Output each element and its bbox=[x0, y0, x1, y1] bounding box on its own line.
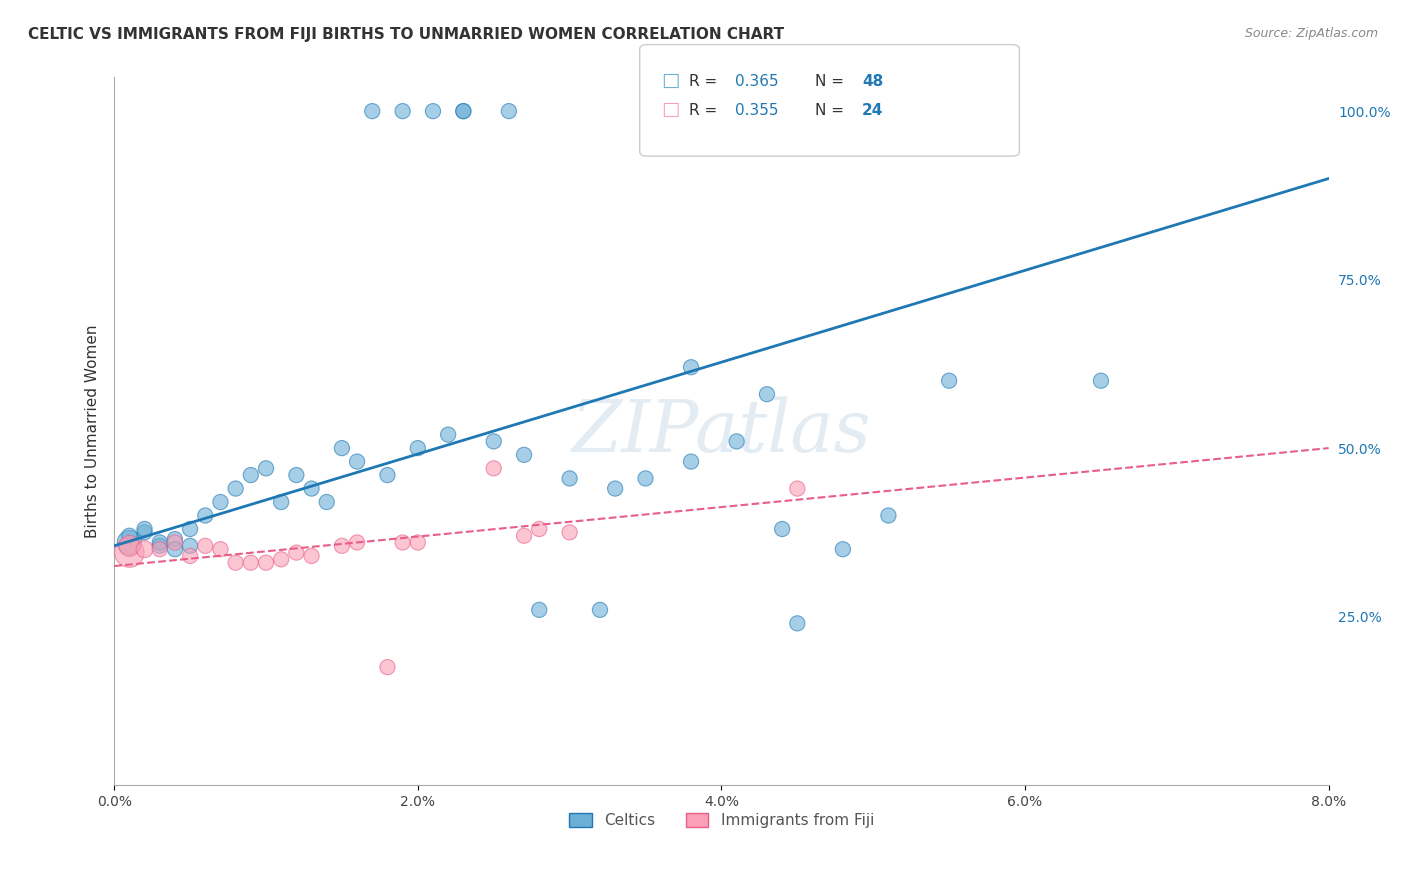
Celtics bbox=[377, 468, 399, 483]
Immigrants from Fiji bbox=[118, 545, 141, 559]
Celtics bbox=[681, 360, 703, 375]
Text: N =: N = bbox=[815, 74, 849, 89]
Celtics bbox=[209, 495, 232, 509]
Immigrants from Fiji bbox=[149, 542, 172, 557]
Immigrants from Fiji bbox=[786, 482, 808, 496]
Celtics bbox=[118, 535, 141, 549]
Immigrants from Fiji bbox=[270, 552, 292, 566]
Immigrants from Fiji bbox=[391, 535, 413, 549]
Text: 24: 24 bbox=[862, 103, 883, 118]
Celtics bbox=[513, 448, 536, 462]
Celtics bbox=[938, 374, 960, 388]
Celtics bbox=[361, 104, 384, 119]
Immigrants from Fiji bbox=[254, 556, 277, 570]
Immigrants from Fiji bbox=[239, 556, 262, 570]
Celtics bbox=[149, 539, 172, 553]
Celtics bbox=[118, 529, 141, 543]
Immigrants from Fiji bbox=[301, 549, 323, 563]
Celtics bbox=[406, 441, 429, 455]
Celtics bbox=[194, 508, 217, 523]
Celtics bbox=[755, 387, 778, 401]
Celtics bbox=[179, 539, 201, 553]
Celtics bbox=[422, 104, 444, 119]
Text: □: □ bbox=[661, 71, 679, 90]
Text: 0.365: 0.365 bbox=[735, 74, 779, 89]
Celtics bbox=[270, 495, 292, 509]
Celtics bbox=[589, 603, 612, 617]
Celtics bbox=[239, 468, 262, 483]
Y-axis label: Births to Unmarried Women: Births to Unmarried Women bbox=[86, 325, 100, 538]
Celtics bbox=[681, 454, 703, 468]
Text: CELTIC VS IMMIGRANTS FROM FIJI BIRTHS TO UNMARRIED WOMEN CORRELATION CHART: CELTIC VS IMMIGRANTS FROM FIJI BIRTHS TO… bbox=[28, 27, 785, 42]
Celtics bbox=[558, 471, 581, 485]
Immigrants from Fiji bbox=[194, 539, 217, 553]
Celtics bbox=[725, 434, 748, 449]
Celtics bbox=[605, 482, 627, 496]
Celtics bbox=[346, 454, 368, 468]
Celtics bbox=[482, 434, 505, 449]
Text: 0.355: 0.355 bbox=[735, 103, 779, 118]
Celtics bbox=[179, 522, 201, 536]
Celtics bbox=[877, 508, 900, 523]
Immigrants from Fiji bbox=[558, 525, 581, 540]
Celtics bbox=[831, 542, 853, 557]
Immigrants from Fiji bbox=[179, 549, 201, 563]
Celtics bbox=[285, 468, 308, 483]
Celtics bbox=[254, 461, 277, 475]
Text: R =: R = bbox=[689, 74, 723, 89]
Text: ZIPatlas: ZIPatlas bbox=[572, 396, 872, 467]
Celtics bbox=[529, 603, 551, 617]
Immigrants from Fiji bbox=[225, 556, 247, 570]
Immigrants from Fiji bbox=[209, 542, 232, 557]
Celtics bbox=[770, 522, 793, 536]
Immigrants from Fiji bbox=[529, 522, 551, 536]
Text: R =: R = bbox=[689, 103, 723, 118]
Text: 48: 48 bbox=[862, 74, 883, 89]
Immigrants from Fiji bbox=[377, 660, 399, 674]
Celtics bbox=[1090, 374, 1112, 388]
Celtics bbox=[786, 616, 808, 631]
Celtics bbox=[330, 441, 353, 455]
Text: N =: N = bbox=[815, 103, 849, 118]
Immigrants from Fiji bbox=[330, 539, 353, 553]
Celtics bbox=[634, 471, 657, 485]
Immigrants from Fiji bbox=[406, 535, 429, 549]
Celtics bbox=[134, 525, 156, 540]
Celtics bbox=[453, 104, 475, 119]
Legend: Celtics, Immigrants from Fiji: Celtics, Immigrants from Fiji bbox=[562, 806, 880, 834]
Celtics bbox=[134, 522, 156, 536]
Immigrants from Fiji bbox=[346, 535, 368, 549]
Text: Source: ZipAtlas.com: Source: ZipAtlas.com bbox=[1244, 27, 1378, 40]
Immigrants from Fiji bbox=[163, 535, 186, 549]
Immigrants from Fiji bbox=[285, 545, 308, 559]
Celtics bbox=[149, 535, 172, 549]
Celtics bbox=[453, 104, 475, 119]
Celtics bbox=[225, 482, 247, 496]
Celtics bbox=[315, 495, 337, 509]
Celtics bbox=[391, 104, 413, 119]
Immigrants from Fiji bbox=[118, 539, 141, 553]
Immigrants from Fiji bbox=[134, 542, 156, 557]
Celtics bbox=[163, 532, 186, 546]
Celtics bbox=[437, 427, 460, 442]
Celtics bbox=[498, 104, 520, 119]
Celtics bbox=[163, 542, 186, 557]
Immigrants from Fiji bbox=[482, 461, 505, 475]
Immigrants from Fiji bbox=[513, 529, 536, 543]
Text: □: □ bbox=[661, 100, 679, 119]
Celtics bbox=[301, 482, 323, 496]
